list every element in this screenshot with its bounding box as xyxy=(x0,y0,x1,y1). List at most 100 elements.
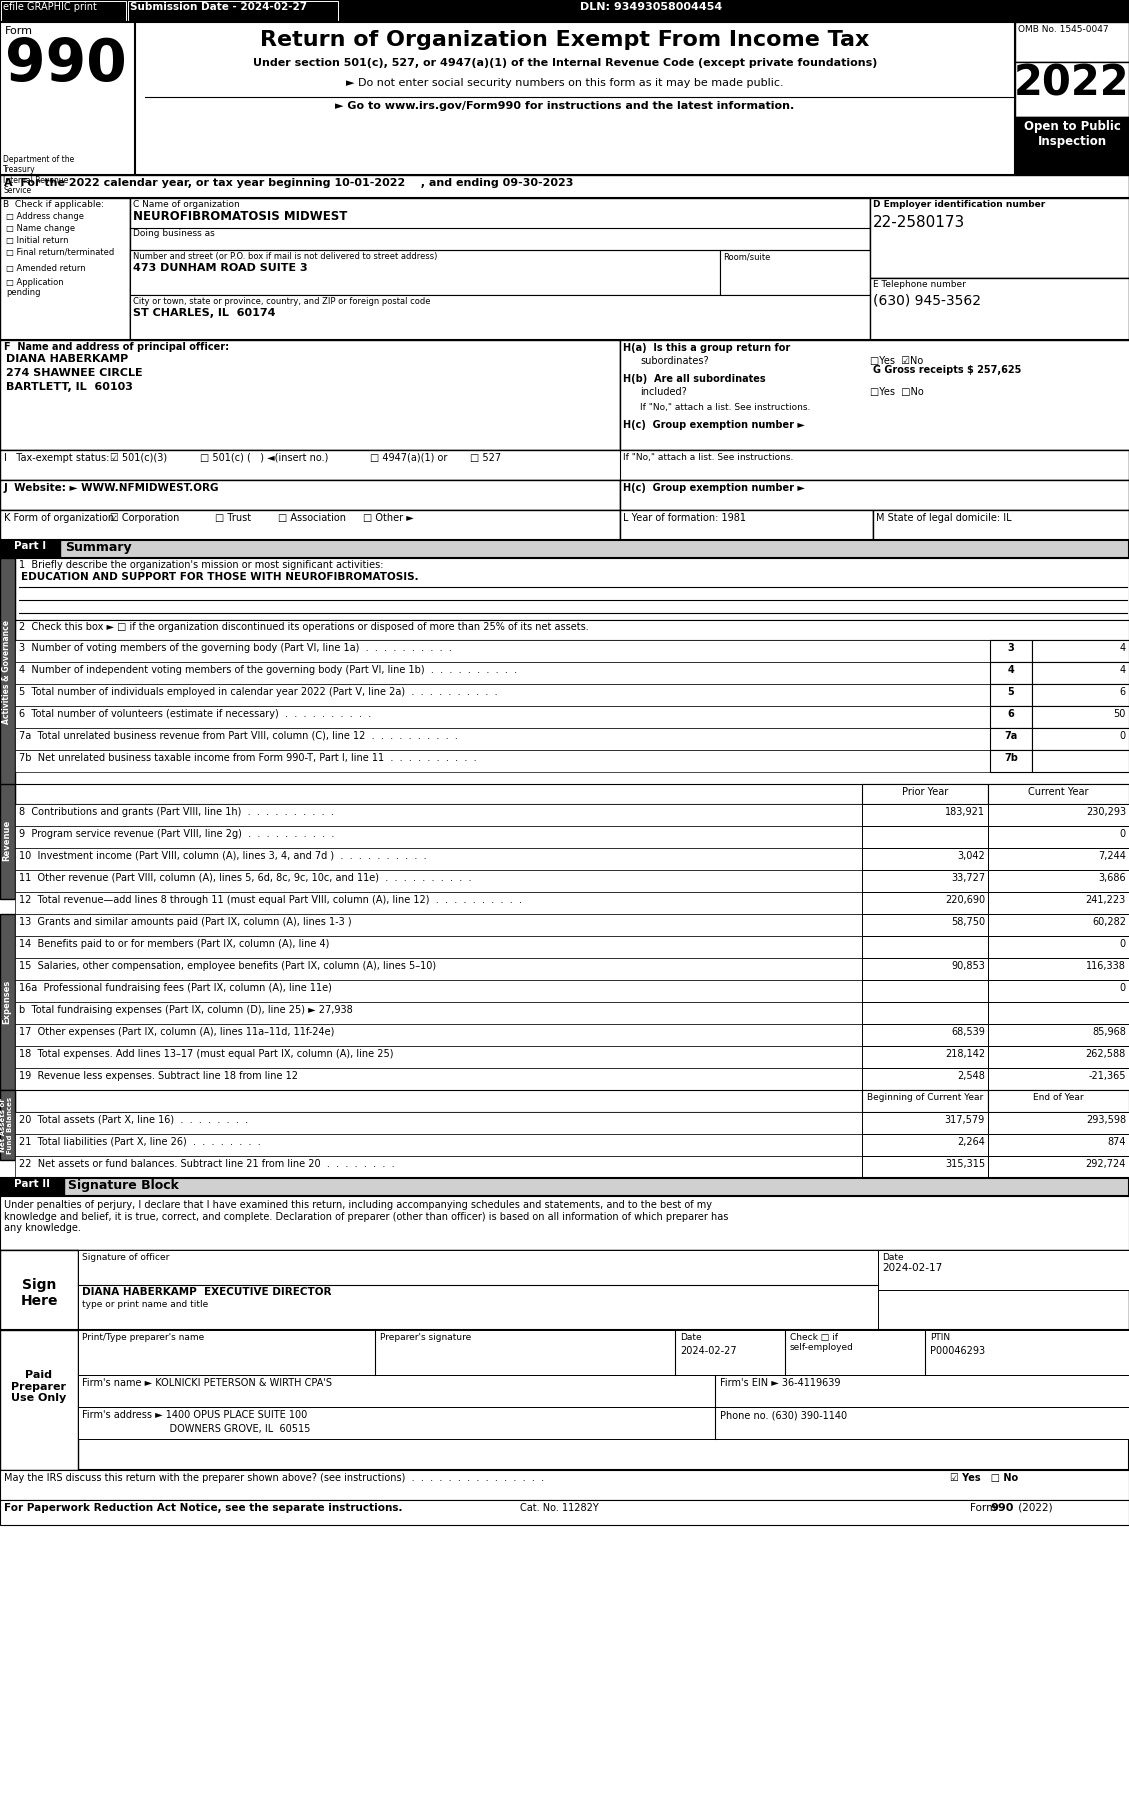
Bar xyxy=(988,1023,1129,1047)
Bar xyxy=(0,198,130,339)
Text: B  Check if applicable:: B Check if applicable: xyxy=(3,200,104,209)
Text: Revenue: Revenue xyxy=(2,820,11,860)
Text: Part I: Part I xyxy=(14,541,46,551)
Bar xyxy=(988,847,1129,871)
Bar xyxy=(0,1250,1129,1330)
Text: For Paperwork Reduction Act Notice, see the separate instructions.: For Paperwork Reduction Act Notice, see … xyxy=(5,1504,403,1513)
Text: 1  Briefly describe the organization's mission or most significant activities:: 1 Briefly describe the organization's mi… xyxy=(19,561,384,570)
Text: Expenses: Expenses xyxy=(2,980,11,1025)
Text: J  Website: ► WWW.NFMIDWEST.ORG: J Website: ► WWW.NFMIDWEST.ORG xyxy=(5,483,219,493)
Bar xyxy=(78,1408,1129,1439)
Text: 3,686: 3,686 xyxy=(1099,873,1126,883)
Bar xyxy=(863,1047,988,1068)
Text: □ Application
pending: □ Application pending xyxy=(6,278,63,297)
Text: □ Final return/terminated: □ Final return/terminated xyxy=(6,249,114,258)
Bar xyxy=(15,727,1129,749)
Bar xyxy=(0,1330,78,1469)
Bar xyxy=(863,1001,988,1023)
Bar xyxy=(130,250,720,296)
Text: 3  Number of voting members of the governing body (Part VI, line 1a)  .  .  .  .: 3 Number of voting members of the govern… xyxy=(19,642,452,653)
Bar xyxy=(1015,22,1129,174)
Text: 17  Other expenses (Part IX, column (A), lines 11a–11d, 11f-24e): 17 Other expenses (Part IX, column (A), … xyxy=(19,1027,334,1038)
Text: 220,690: 220,690 xyxy=(945,894,984,905)
Text: subordinates?: subordinates? xyxy=(640,356,709,366)
Text: 10  Investment income (Part VIII, column (A), lines 3, 4, and 7d )  .  .  .  .  : 10 Investment income (Part VIII, column … xyxy=(19,851,427,862)
Bar xyxy=(78,1375,1129,1408)
Bar xyxy=(863,958,988,980)
Text: 19  Revenue less expenses. Subtract line 18 from line 12: 19 Revenue less expenses. Subtract line … xyxy=(19,1070,298,1081)
Text: 473 DUNHAM ROAD SUITE 3: 473 DUNHAM ROAD SUITE 3 xyxy=(133,263,307,272)
Text: Firm's EIN ► 36-4119639: Firm's EIN ► 36-4119639 xyxy=(720,1379,840,1388)
Text: 241,223: 241,223 xyxy=(1086,894,1126,905)
Text: 6  Total number of volunteers (estimate if necessary)  .  .  .  .  .  .  .  .  .: 6 Total number of volunteers (estimate i… xyxy=(19,709,371,718)
Text: Sign
Here: Sign Here xyxy=(20,1279,58,1308)
Text: BARTLETT, IL  60103: BARTLETT, IL 60103 xyxy=(6,383,133,392)
Text: Under section 501(c), 527, or 4947(a)(1) of the Internal Revenue Code (except pr: Under section 501(c), 527, or 4947(a)(1)… xyxy=(253,58,877,67)
Text: b  Total fundraising expenses (Part IX, column (D), line 25) ► 27,938: b Total fundraising expenses (Part IX, c… xyxy=(19,1005,352,1016)
Text: K Form of organization:: K Form of organization: xyxy=(5,513,117,522)
Text: 5: 5 xyxy=(1007,688,1014,697)
Bar xyxy=(0,1250,78,1330)
Bar xyxy=(15,980,1129,1001)
Bar xyxy=(15,706,1129,727)
Bar xyxy=(988,1090,1129,1112)
Bar xyxy=(1032,684,1129,706)
Bar xyxy=(130,296,870,339)
Bar xyxy=(988,958,1129,980)
Bar xyxy=(863,1134,988,1156)
Bar xyxy=(15,1134,1129,1156)
Text: 0: 0 xyxy=(1120,731,1126,740)
Text: (2022): (2022) xyxy=(1015,1504,1052,1513)
Bar xyxy=(863,804,988,825)
Text: Number and street (or P.O. box if mail is not delivered to street address): Number and street (or P.O. box if mail i… xyxy=(133,252,437,261)
Text: 20  Total assets (Part X, line 16)  .  .  .  .  .  .  .  .: 20 Total assets (Part X, line 16) . . . … xyxy=(19,1116,248,1125)
Text: End of Year: End of Year xyxy=(1033,1094,1084,1101)
Bar xyxy=(1032,749,1129,773)
Bar xyxy=(0,784,15,900)
Text: Signature Block: Signature Block xyxy=(68,1179,178,1192)
Bar xyxy=(15,936,1129,958)
Text: □ Name change: □ Name change xyxy=(6,223,76,232)
Bar xyxy=(15,1047,1129,1068)
Text: H(c)  Group exemption number ►: H(c) Group exemption number ► xyxy=(623,483,805,493)
Text: Summary: Summary xyxy=(65,541,132,553)
Text: 2,264: 2,264 xyxy=(957,1137,984,1146)
Text: G Gross receipts $ 257,625: G Gross receipts $ 257,625 xyxy=(873,365,1022,375)
Text: 4: 4 xyxy=(1120,642,1126,653)
Bar xyxy=(863,825,988,847)
Text: 7a  Total unrelated business revenue from Part VIII, column (C), line 12  .  .  : 7a Total unrelated business revenue from… xyxy=(19,731,458,740)
Text: □ Association: □ Association xyxy=(278,513,345,522)
Bar xyxy=(0,22,1129,174)
Text: 6: 6 xyxy=(1007,709,1014,718)
Text: I   Tax-exempt status:: I Tax-exempt status: xyxy=(5,454,110,463)
Text: type or print name and title: type or print name and title xyxy=(82,1301,208,1310)
Text: □ Amended return: □ Amended return xyxy=(6,265,86,272)
Bar xyxy=(990,684,1032,706)
Text: Date: Date xyxy=(680,1333,701,1342)
Text: ☑ Yes   □ No: ☑ Yes □ No xyxy=(949,1473,1018,1484)
Text: 2024-02-17: 2024-02-17 xyxy=(882,1263,943,1273)
Text: 11  Other revenue (Part VIII, column (A), lines 5, 6d, 8c, 9c, 10c, and 11e)  . : 11 Other revenue (Part VIII, column (A),… xyxy=(19,873,472,883)
Bar xyxy=(870,198,1129,278)
Text: □ 527: □ 527 xyxy=(470,454,501,463)
Bar xyxy=(988,825,1129,847)
Bar xyxy=(990,727,1032,749)
Bar xyxy=(15,640,1129,662)
Text: 2  Check this box ► □ if the organization discontinued its operations or dispose: 2 Check this box ► □ if the organization… xyxy=(19,622,588,631)
Text: 315,315: 315,315 xyxy=(945,1159,984,1168)
Bar xyxy=(1015,116,1129,174)
Bar xyxy=(988,1134,1129,1156)
Text: 7b: 7b xyxy=(1004,753,1018,764)
Bar xyxy=(863,980,988,1001)
Text: Department of the
Treasury
Internal Revenue
Service: Department of the Treasury Internal Reve… xyxy=(3,154,75,196)
Text: DOWNERS GROVE, IL  60515: DOWNERS GROVE, IL 60515 xyxy=(82,1424,310,1435)
Text: Firm's name ► KOLNICKI PETERSON & WIRTH CPA'S: Firm's name ► KOLNICKI PETERSON & WIRTH … xyxy=(82,1379,332,1388)
Text: 15  Salaries, other compensation, employee benefits (Part IX, column (A), lines : 15 Salaries, other compensation, employe… xyxy=(19,961,436,970)
Text: 50: 50 xyxy=(1113,709,1126,718)
Bar xyxy=(720,250,870,296)
Bar xyxy=(15,871,1129,892)
Bar xyxy=(0,198,1129,339)
Text: Preparer's signature: Preparer's signature xyxy=(380,1333,471,1342)
Bar xyxy=(863,914,988,936)
Bar xyxy=(863,1090,988,1112)
